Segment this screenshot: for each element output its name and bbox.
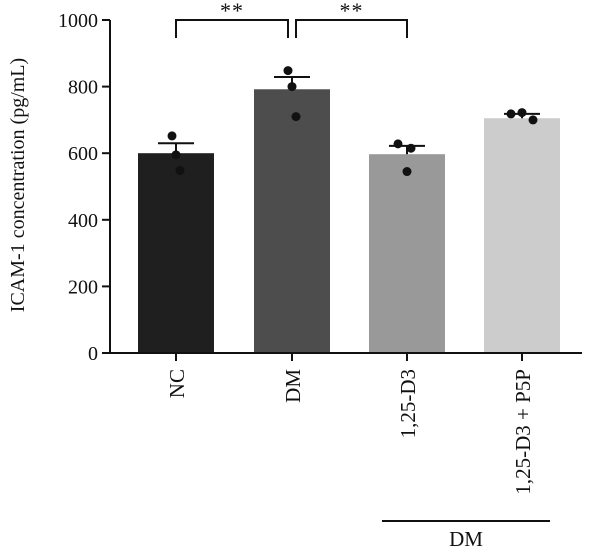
data-point <box>506 109 516 119</box>
y-tick-label: 600 <box>68 143 98 165</box>
data-point <box>283 66 293 76</box>
x-tick-label: 1,25-D3 + P5P <box>511 369 535 495</box>
x-axis: NC DM 1,25-D3 1,25-D3 + P5P <box>110 352 582 495</box>
x-tick-label: NC <box>165 369 189 398</box>
data-point <box>175 166 185 176</box>
significance-brackets: ** ** <box>175 0 408 38</box>
x-tick-label: 1,25-D3 <box>396 369 420 438</box>
y-tick-label: 0 <box>88 343 98 365</box>
data-point <box>406 143 416 153</box>
data-point <box>517 108 527 118</box>
bar-1 <box>254 89 330 353</box>
x-tick-label: DM <box>281 369 305 403</box>
significance-bracket <box>295 19 408 38</box>
bar-0 <box>138 153 214 353</box>
data-point <box>402 167 412 177</box>
significance-label: ** <box>220 0 244 23</box>
data-point <box>528 115 538 125</box>
data-point <box>167 131 177 141</box>
data-point <box>171 150 181 160</box>
data-points <box>167 66 538 177</box>
y-tick-label: 1000 <box>58 10 98 32</box>
bar-2 <box>369 154 445 353</box>
y-axis-label: ICAM-1 concentration (pg/mL) <box>7 58 29 312</box>
data-point <box>291 112 301 122</box>
group-label: DM <box>449 527 483 549</box>
y-tick-label: 800 <box>68 77 98 99</box>
bar-3 <box>484 118 560 353</box>
data-point <box>393 139 403 149</box>
data-point <box>287 82 297 92</box>
significance-bracket <box>175 19 289 38</box>
bars <box>138 89 560 353</box>
y-tick-label: 400 <box>68 210 98 232</box>
y-tick-label: 200 <box>68 276 98 298</box>
group-bracket: DM <box>382 520 550 549</box>
y-axis: 0 200 400 600 800 1000 <box>58 10 111 365</box>
error-bars <box>158 75 540 155</box>
significance-label: ** <box>340 0 364 23</box>
